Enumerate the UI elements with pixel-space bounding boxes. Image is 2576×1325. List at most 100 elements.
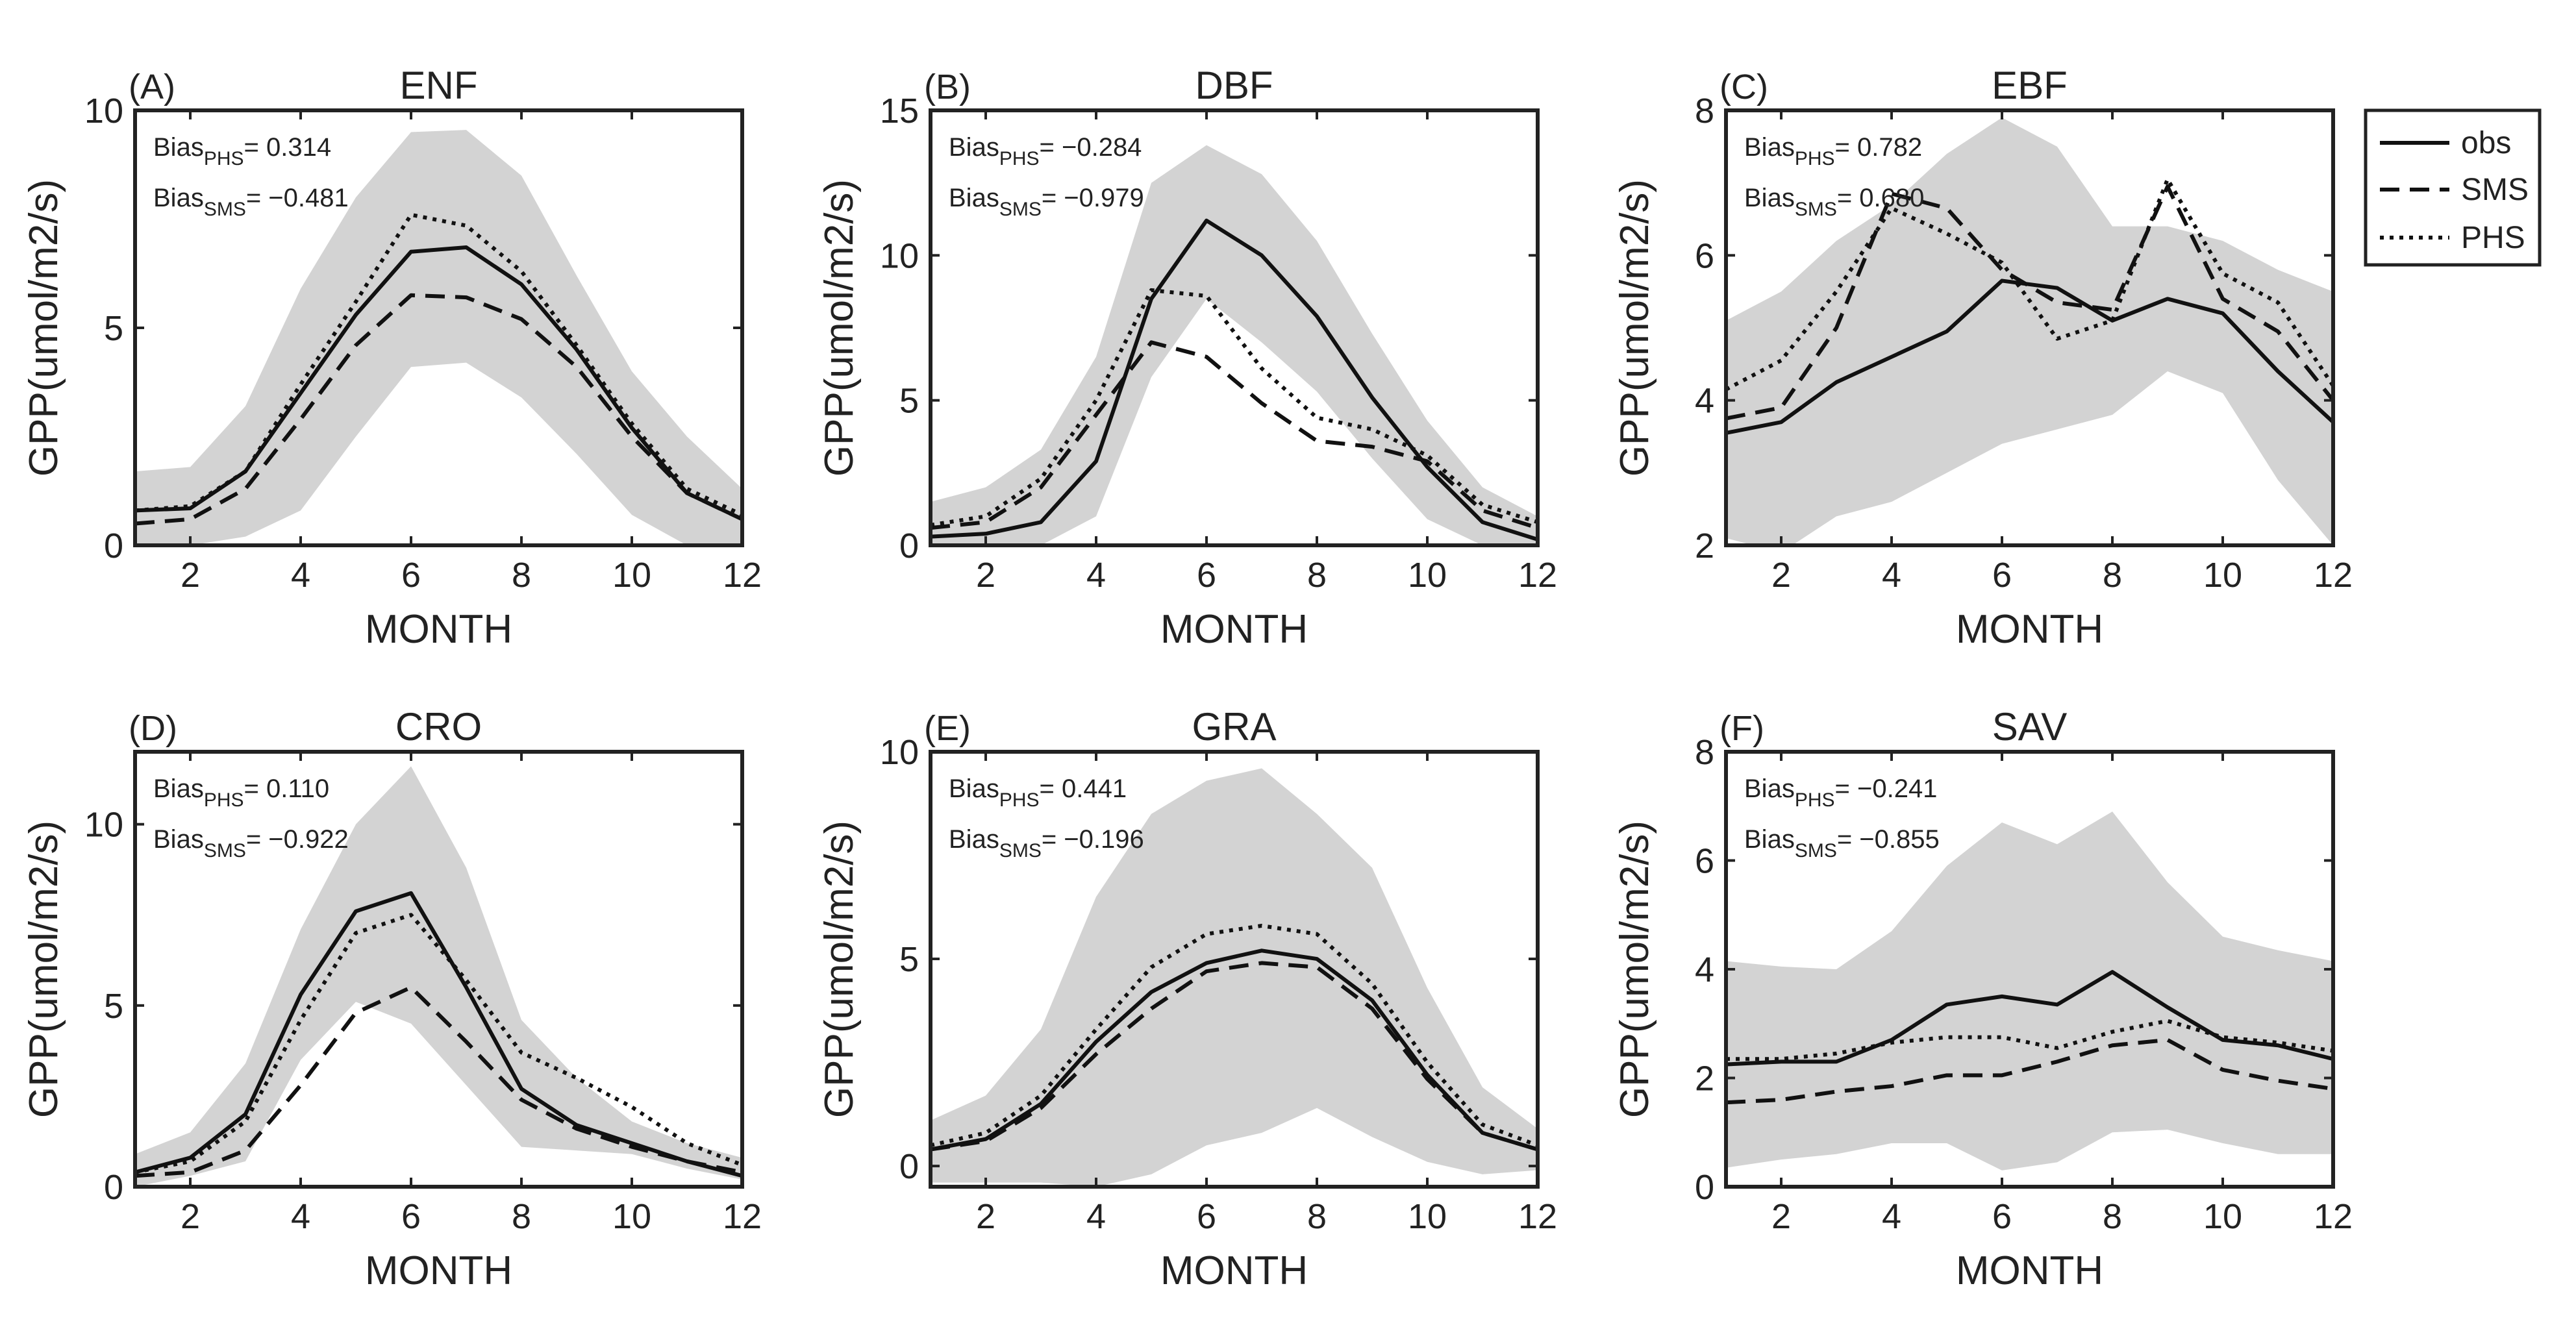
panel-title: GRA: [1192, 705, 1276, 749]
series-obs-line: [1726, 279, 2333, 435]
y-tick-label: 5: [899, 940, 919, 979]
x-axis-label: MONTH: [365, 1248, 512, 1293]
x-tick-label: 6: [401, 556, 421, 595]
series-phs-line: [135, 212, 742, 517]
bias-word: Bias: [153, 825, 204, 854]
x-tick-label: 10: [2203, 1197, 2242, 1236]
x-tick-label: 4: [1882, 556, 1901, 595]
panel-title: SAV: [1992, 705, 2068, 749]
bias-subscript: PHS: [1795, 789, 1835, 811]
x-tick-label: 4: [1086, 556, 1106, 595]
legend: obs SMS PHS: [2364, 108, 2542, 267]
bias-phs-annotation: BiasPHS= 0.782: [1744, 133, 1922, 169]
bias-subscript: SMS: [204, 199, 246, 220]
bias-word: Bias: [949, 825, 999, 854]
plot-area: [931, 145, 1538, 545]
y-tick-label: 10: [880, 733, 919, 772]
y-tick-label: 0: [104, 526, 123, 565]
bias-sms-annotation: BiasSMS= −0.481: [153, 184, 349, 220]
y-axis-label: GPP(umol/m2/s): [817, 821, 862, 1118]
x-tick-label: 4: [291, 556, 310, 595]
y-tick-label: 6: [1695, 842, 1714, 881]
y-axis-label: GPP(umol/m2/s): [817, 179, 862, 477]
bias-subscript: PHS: [999, 148, 1040, 169]
y-tick-label: 6: [1695, 236, 1714, 275]
y-tick-label: 15: [880, 92, 919, 130]
x-tick-label: 8: [1307, 1197, 1327, 1236]
bias-sms-annotation: BiasSMS= −0.196: [949, 825, 1144, 861]
x-tick-label: 10: [1408, 1197, 1447, 1236]
bias-value: = −0.241: [1835, 774, 1938, 803]
spread-band: [135, 130, 742, 545]
y-tick-label: 4: [1695, 382, 1714, 421]
bias-subscript: PHS: [204, 789, 244, 811]
axes-box: [929, 108, 1540, 547]
x-tick-label: 6: [401, 1197, 421, 1236]
x-tick-label: 6: [1197, 556, 1216, 595]
y-tick-label: 2: [1695, 526, 1714, 565]
x-axis-label: MONTH: [365, 607, 512, 652]
panel-label: (C): [1719, 68, 1768, 106]
bias-value: = −0.196: [1042, 825, 1144, 854]
bias-subscript: SMS: [1795, 199, 1837, 220]
x-tick-label: 2: [1771, 1197, 1791, 1236]
y-tick-label: 10: [880, 236, 919, 275]
bias-value: = 0.680: [1837, 184, 1925, 212]
panel-title: CRO: [395, 705, 482, 749]
series-sms-line: [1726, 1037, 2333, 1105]
series-sms-line: [135, 293, 742, 526]
x-tick-label: 6: [1992, 1197, 2012, 1236]
y-tick-label: 5: [104, 309, 123, 348]
x-tick-label: 4: [1086, 1197, 1106, 1236]
x-tick-label: 8: [512, 556, 531, 595]
x-tick-label: 12: [1518, 1197, 1557, 1236]
y-tick-label: 0: [899, 526, 919, 565]
axes-box: [133, 750, 744, 1189]
panel-label: (E): [924, 709, 971, 748]
plot-area: [931, 768, 1538, 1187]
y-tick-label: 5: [899, 382, 919, 421]
bias-value: = −0.481: [246, 184, 349, 212]
plot-area: [135, 766, 742, 1187]
bias-word: Bias: [1744, 184, 1795, 212]
y-tick-label: 2: [1695, 1059, 1714, 1098]
plot-area: [1726, 118, 2333, 545]
x-axis-label: MONTH: [1956, 607, 2103, 652]
y-tick-label: 8: [1695, 733, 1714, 772]
x-tick-label: 4: [291, 1197, 310, 1236]
y-axis-label: GPP(umol/m2/s): [1612, 821, 1657, 1118]
legend-obs-label: obs: [2461, 126, 2511, 160]
y-tick-label: 0: [1695, 1168, 1714, 1207]
spread-band: [931, 768, 1538, 1187]
panel-dbf: 2 4 6 8 10 12 0 5 10 15(B) DBF MONTH GPP(umol/m2/s) B…: [817, 64, 1557, 652]
x-tick-label: 10: [2203, 556, 2242, 595]
x-tick-label: 10: [612, 556, 651, 595]
series-phs-line: [135, 913, 742, 1174]
series-phs-line: [931, 288, 1538, 527]
bias-word: Bias: [1744, 133, 1795, 162]
spread-band: [931, 145, 1538, 545]
bias-word: Bias: [949, 774, 999, 803]
y-tick-label: 5: [104, 987, 123, 1026]
panel-label: (D): [129, 709, 177, 748]
x-tick-label: 12: [723, 1197, 762, 1236]
y-tick-label: 10: [84, 92, 123, 130]
plot-area: [1726, 811, 2333, 1170]
y-tick-label: 4: [1695, 950, 1714, 989]
panel-title: ENF: [400, 64, 478, 107]
x-tick-label: 12: [723, 556, 762, 595]
bias-phs-annotation: BiasPHS= 0.110: [153, 774, 329, 811]
series-obs-line: [1726, 970, 2333, 1067]
y-tick-label: 8: [1695, 92, 1714, 130]
plot-area: [135, 130, 742, 545]
bias-subscript: SMS: [999, 840, 1042, 861]
x-tick-label: 12: [2314, 556, 2353, 595]
axes-box: [1724, 108, 2335, 547]
spread-band: [1726, 811, 2333, 1170]
bias-word: Bias: [153, 133, 204, 162]
